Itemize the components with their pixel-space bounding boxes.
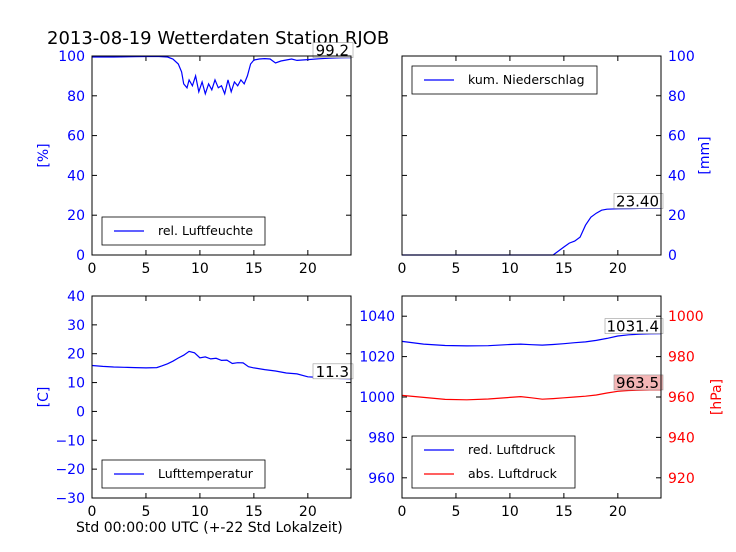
- plot-frame: [91, 295, 352, 499]
- x-tick-label: 10: [501, 504, 519, 520]
- y-tick-label: 20: [668, 208, 686, 224]
- annotation-label: 99.2: [316, 42, 349, 60]
- x-tick-label: 15: [555, 261, 573, 277]
- y-tick-label: 0: [76, 248, 85, 264]
- annotation-label: 11.3: [316, 363, 349, 381]
- y-tick-label: 80: [67, 89, 85, 105]
- legend-label: kum. Niederschlag: [468, 72, 585, 87]
- y-tick-label: 20: [67, 208, 85, 224]
- y-tick-label: 940: [668, 430, 695, 446]
- x-tick-label: 5: [451, 504, 460, 520]
- x-tick-label: 20: [299, 504, 317, 520]
- x-tick-label: 20: [299, 261, 317, 277]
- y-tick-label: 980: [368, 430, 395, 446]
- annotation-box: [312, 363, 354, 380]
- plot-frame: [401, 55, 662, 256]
- panel-bottom-left: 0 5 10 15 20 −30 −20 −10 0 10 20 30 40 [C] 11.3 Lufttem…: [36, 289, 354, 520]
- y-tick-label: 960: [668, 390, 695, 406]
- legend-label: rel. Luftfeuchte: [158, 223, 253, 238]
- x-tick-label: 20: [609, 504, 627, 520]
- legend-label: red. Luftdruck: [468, 442, 556, 457]
- x-tick-label: 0: [88, 261, 97, 277]
- y-tick-label: 0: [668, 248, 677, 264]
- y-axis-label: [hPa]: [709, 379, 725, 415]
- annotation-label: 23.40: [616, 192, 659, 210]
- x-tick-label: 5: [141, 504, 150, 520]
- y-axis-label: [mm]: [697, 136, 713, 174]
- y-tick-label: 40: [668, 168, 686, 184]
- x-tick-label: 10: [191, 261, 209, 277]
- panel-top-right: 0 5 10 15 20 0 20 40 60 80 100 [mm] 23.40 kum. Nieder…: [398, 49, 713, 277]
- x-tick-label: 15: [245, 504, 263, 520]
- y-tick-label: 920: [668, 471, 695, 487]
- plot-frame: [91, 55, 352, 256]
- legend-label: Lufttemperatur: [158, 466, 254, 481]
- y-tick-label: 60: [67, 129, 85, 145]
- y-tick-label: 100: [58, 49, 85, 65]
- y-axis-label: [C]: [36, 387, 52, 408]
- y-tick-label: −30: [55, 491, 85, 507]
- panel-top-left: 0 5 10 15 20 0 20 40 60 80 100 [%] 99.2 rel. Luftfeuc…: [36, 42, 354, 277]
- y-tick-label: 1000: [359, 390, 395, 406]
- annotation-box: [312, 42, 354, 58]
- x-axis-label: Std 00:00:00 UTC (+-22 Std Lokalzeit): [76, 520, 343, 536]
- y-tick-label: 0: [76, 404, 85, 420]
- figure-title: 2013-08-19 Wetterdaten Station RJOB: [47, 28, 389, 49]
- y-tick-label: 1020: [359, 350, 395, 366]
- series-line-1: [401, 333, 662, 347]
- annotation-label: 963.5: [616, 374, 659, 392]
- y-tick-label: −10: [55, 433, 85, 449]
- x-tick-label: 15: [555, 504, 573, 520]
- plot-frame: [401, 295, 662, 499]
- y-tick-label: −20: [55, 462, 85, 478]
- x-tick-label: 15: [245, 261, 263, 277]
- y-tick-label: 60: [668, 129, 686, 145]
- y-axis-label: [%]: [36, 143, 52, 167]
- x-tick-label: 20: [609, 261, 627, 277]
- series-line-1: [91, 350, 352, 380]
- y-tick-label: 40: [67, 289, 85, 305]
- y-tick-label: 20: [67, 347, 85, 363]
- y-tick-label: 1000: [668, 309, 704, 325]
- x-tick-label: 5: [451, 261, 460, 277]
- panel-bottom-right: 0 5 10 15 20 960 980 1000 1020 1040 920 940 960 980 10…: [359, 295, 725, 520]
- annotation-box: [613, 374, 664, 391]
- x-tick-label: 10: [191, 504, 209, 520]
- series-line-1: [402, 207, 661, 256]
- y-tick-label: 30: [67, 318, 85, 334]
- y-tick-label: 100: [668, 49, 695, 65]
- legend-box: [411, 435, 576, 489]
- x-tick-label: 0: [398, 504, 407, 520]
- y-tick-label: 40: [67, 168, 85, 184]
- series-line-1: [92, 55, 352, 96]
- y-tick-label: 980: [668, 350, 695, 366]
- y-tick-label: 960: [368, 471, 395, 487]
- y-tick-label: 10: [67, 376, 85, 392]
- y-tick-label: 80: [668, 89, 686, 105]
- legend-label: abs. Luftdruck: [468, 466, 558, 481]
- annotation-box: [604, 318, 664, 334]
- annotation-label: 1031.4: [607, 318, 660, 336]
- x-tick-label: 10: [501, 261, 519, 277]
- x-tick-label: 0: [398, 261, 407, 277]
- series-line-2: [401, 389, 661, 401]
- x-tick-label: 0: [88, 504, 97, 520]
- y-tick-label: 1040: [359, 309, 395, 325]
- x-tick-label: 5: [141, 261, 150, 277]
- annotation-box: [613, 193, 664, 209]
